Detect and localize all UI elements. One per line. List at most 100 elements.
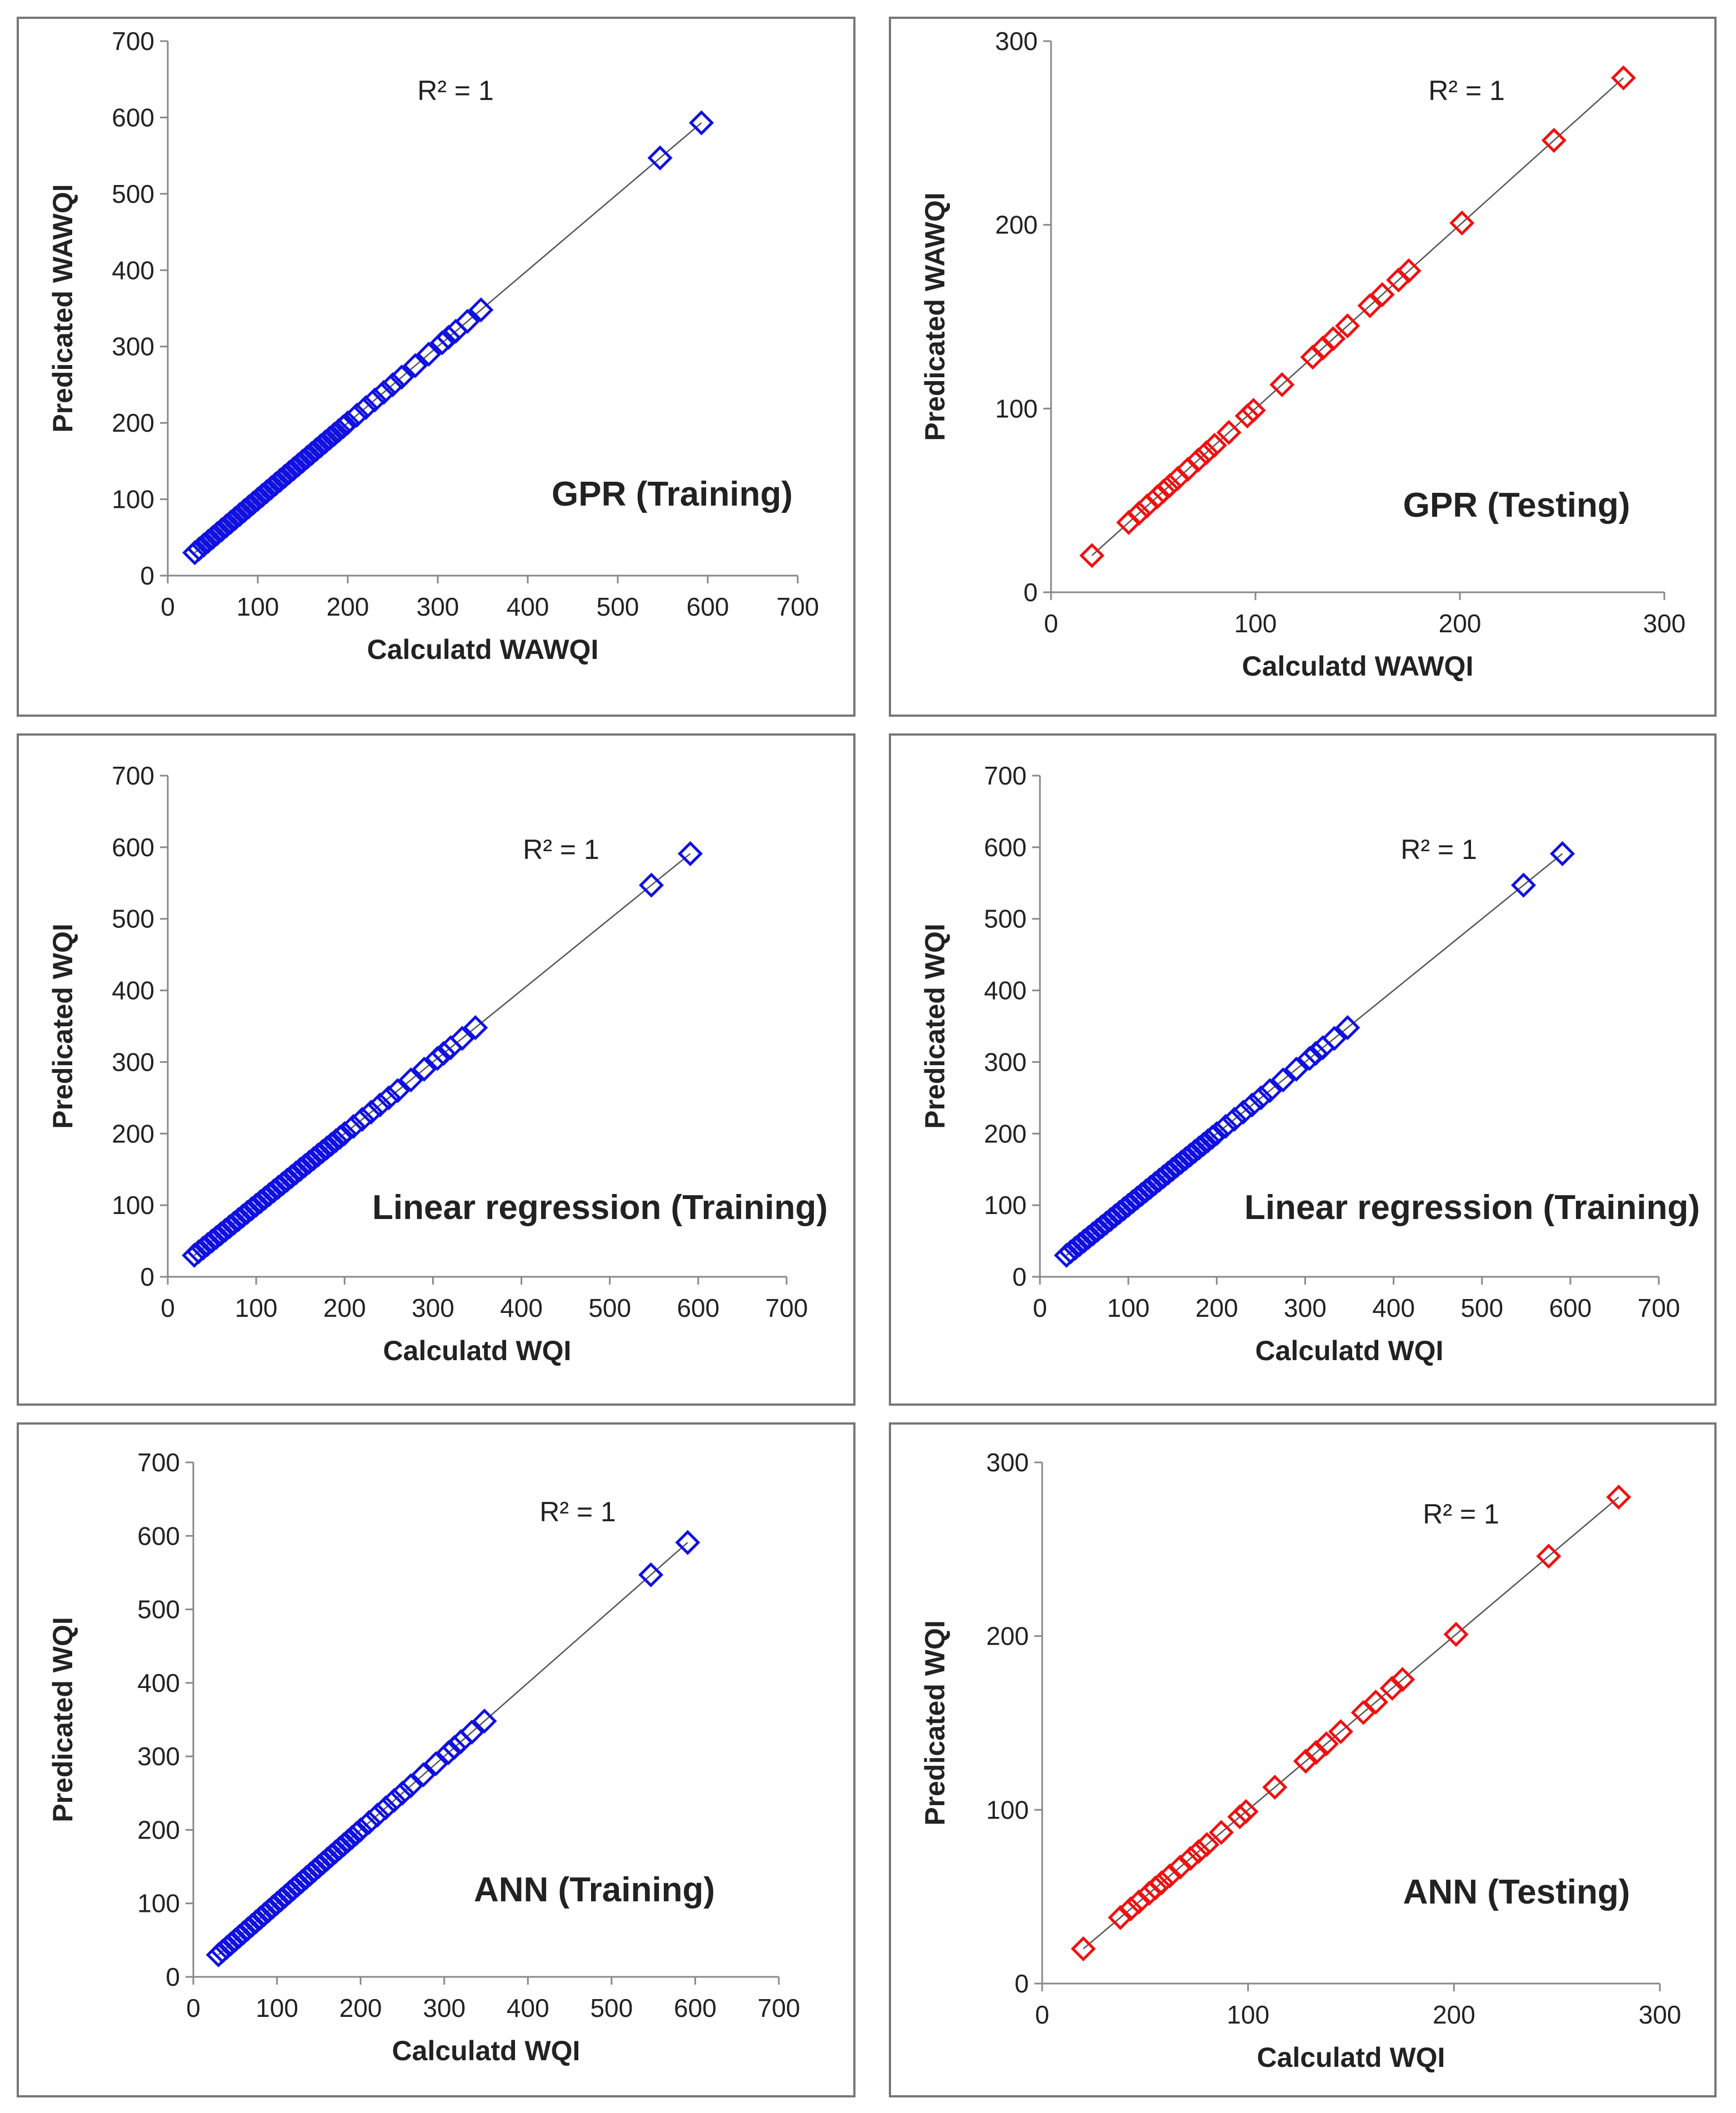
- y-tick-label: 200: [984, 1119, 1027, 1148]
- data-point: [398, 1067, 424, 1093]
- x-tick-label: 300: [1639, 2000, 1682, 2029]
- y-tick-label: 600: [137, 1521, 180, 1550]
- y-tick-label: 200: [112, 408, 154, 437]
- x-axis-label: Calculatd WQI: [392, 2035, 581, 2066]
- y-tick-label: 500: [137, 1595, 180, 1624]
- data-point: [364, 1802, 390, 1828]
- y-tick-label: 0: [1012, 1262, 1027, 1291]
- data-point: [1208, 1820, 1234, 1845]
- y-tick-label: 200: [137, 1815, 180, 1844]
- y-tick-label: 400: [112, 256, 154, 284]
- x-tick-label: 500: [1460, 1293, 1503, 1322]
- y-tick-label: 300: [995, 27, 1038, 56]
- r-squared-annotation: R² = 1: [417, 75, 494, 106]
- data-point: [1449, 210, 1475, 236]
- data-point: [423, 1751, 449, 1776]
- data-point: [1149, 1870, 1174, 1896]
- data-point: [1143, 1875, 1168, 1901]
- x-tick-label: 0: [161, 592, 175, 621]
- x-tick-label: 100: [1234, 609, 1277, 638]
- data-point: [1070, 1936, 1096, 1962]
- data-point: [1144, 484, 1170, 509]
- data-point: [424, 1046, 450, 1071]
- x-tick-label: 0: [186, 1994, 201, 2022]
- data-point: [1303, 1041, 1329, 1066]
- x-tick-label: 200: [323, 1293, 366, 1322]
- y-tick-label: 400: [984, 976, 1027, 1005]
- data-point: [1335, 1015, 1360, 1041]
- data-point: [1283, 1056, 1309, 1082]
- data-point: [429, 330, 455, 356]
- x-tick-label: 300: [1284, 1293, 1327, 1322]
- x-tick-label: 100: [1107, 1293, 1150, 1322]
- data-point: [463, 1015, 488, 1041]
- x-tick-label: 300: [1643, 609, 1686, 638]
- data-point: [411, 1762, 436, 1787]
- data-point: [1297, 1046, 1322, 1071]
- y-tick-label: 100: [112, 1191, 154, 1220]
- x-tick-label: 400: [507, 1994, 549, 2022]
- x-tick-label: 100: [237, 592, 279, 621]
- y-axis-label: Predicated WAWQI: [919, 192, 950, 441]
- data-point: [1328, 1719, 1354, 1745]
- data-point: [356, 1810, 382, 1835]
- data-point: [638, 1562, 664, 1587]
- data-point: [1194, 1832, 1220, 1857]
- x-tick-label: 700: [1638, 1293, 1680, 1322]
- y-tick-label: 300: [986, 1448, 1029, 1477]
- data-point: [332, 1121, 357, 1146]
- data-point: [380, 372, 406, 397]
- data-point: [1357, 293, 1383, 318]
- model-label: ANN (Training): [474, 1871, 715, 1909]
- y-tick-label: 0: [1014, 1969, 1029, 1998]
- data-point: [431, 1041, 457, 1066]
- model-label: ANN (Testing): [1403, 1873, 1630, 1911]
- data-point: [1167, 1854, 1193, 1880]
- model-label: GPR (Testing): [1403, 486, 1630, 524]
- data-point: [1269, 372, 1295, 397]
- panel-frame: [17, 17, 856, 717]
- y-tick-label: 200: [995, 211, 1038, 239]
- x-axis-label: Calculatd WAWQI: [367, 634, 599, 665]
- data-point: [675, 1530, 701, 1555]
- data-point: [358, 1100, 384, 1125]
- data-point: [1204, 1121, 1229, 1146]
- data-point: [1606, 1484, 1632, 1510]
- x-axis-label: Calculatd WAWQI: [1242, 651, 1474, 682]
- chart-panel-ann-training: 0 100 200 300 400 500 600 700 0 100 200 300 400 500 60…: [17, 1422, 856, 2097]
- x-tick-label: 600: [1549, 1293, 1592, 1322]
- chart-svg: 0 100 200 300 400 500 600 700 0 100 200 300 400 500 60…: [889, 733, 1717, 1406]
- x-tick-label: 400: [1372, 1293, 1415, 1322]
- y-tick-label: 500: [112, 179, 154, 208]
- data-point: [371, 379, 397, 405]
- chart-svg: 0 100 200 300 0 100 200 300 Calculatd WAWQI Predi…: [889, 17, 1717, 717]
- data-point: [1313, 1731, 1339, 1757]
- y-axis-label: Predicated WQI: [919, 923, 950, 1129]
- data-point: [1239, 1092, 1265, 1118]
- data-point: [1322, 1026, 1347, 1051]
- data-point: [1320, 326, 1346, 352]
- chart-panel-linear-regression-training-left: 0 100 200 300 400 500 600 700 0 100 200 300 400 500 60…: [17, 733, 856, 1406]
- data-point: [647, 145, 673, 171]
- chart-svg: 0 100 200 300 400 500 600 700 0 100 200 300 400 500 60…: [17, 733, 856, 1406]
- x-tick-label: 100: [1227, 2000, 1269, 2029]
- data-point: [416, 341, 442, 367]
- data-point: [1541, 128, 1567, 153]
- x-tick-label: 600: [677, 1293, 719, 1322]
- x-tick-label: 300: [417, 592, 459, 621]
- r-squared-annotation: R² = 1: [1423, 1498, 1499, 1530]
- y-tick-label: 600: [112, 833, 154, 862]
- x-tick-label: 200: [1439, 609, 1482, 638]
- data-point: [349, 1106, 375, 1132]
- data-point: [389, 364, 414, 390]
- x-tick-label: 0: [161, 1293, 175, 1322]
- data-point: [1536, 1543, 1562, 1569]
- data-point: [398, 1773, 424, 1799]
- model-label: GPR (Training): [552, 475, 793, 513]
- data-point: [1240, 398, 1266, 423]
- x-tick-label: 300: [412, 1293, 454, 1322]
- y-tick-label: 700: [112, 27, 154, 56]
- series-training: [206, 1530, 701, 1967]
- data-point: [442, 1735, 467, 1760]
- data-point: [1363, 1689, 1389, 1715]
